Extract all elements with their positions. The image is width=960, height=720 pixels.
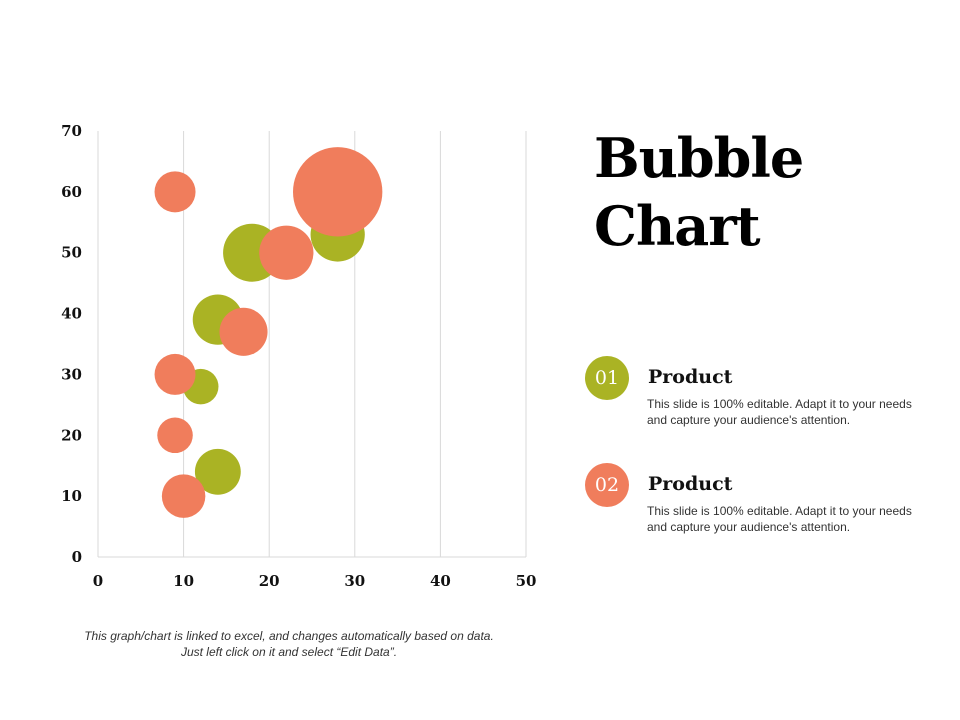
y-tick-label-5: 50: [61, 244, 82, 262]
x-tick-label-1: 10: [173, 572, 194, 590]
x-axis-ticks: 0 10 20 30 40 50: [93, 572, 537, 590]
chart-footnote: This graph/chart is linked to excel, and…: [40, 628, 538, 660]
bubble-s2-6: [157, 417, 193, 454]
legend-item-description-1: This slide is 100% editable. Adapt it to…: [647, 397, 912, 427]
bubble-s2-4: [219, 307, 268, 356]
legend-item-description-2: This slide is 100% editable. Adapt it to…: [647, 504, 912, 534]
legend-item-title-2: Product: [648, 473, 733, 495]
slide-title: Bubble Chart: [594, 124, 804, 260]
y-tick-label-3: 30: [61, 365, 82, 383]
bubble-layer: [154, 147, 383, 518]
x-tick-label-3: 30: [344, 572, 365, 590]
bubble-s2-2: [293, 147, 383, 237]
footnote-line-2: Just left click on it and select “Edit D…: [180, 645, 398, 659]
legend-item-title-1: Product: [648, 366, 733, 388]
slide-title-line-2: Chart: [594, 194, 761, 258]
y-tick-label-0: 0: [72, 548, 82, 566]
legend-badge-2: 02: [585, 463, 629, 507]
y-tick-label-2: 20: [61, 426, 82, 444]
slide-title-line-1: Bubble: [594, 126, 804, 190]
x-tick-label-0: 0: [93, 572, 103, 590]
footnote-line-1: This graph/chart is linked to excel, and…: [84, 629, 494, 643]
x-tick-label-4: 40: [430, 572, 451, 590]
bubble-s2-3: [259, 225, 314, 280]
y-tick-label-1: 10: [61, 487, 82, 505]
bubble-s1-5: [194, 448, 241, 495]
y-tick-label-4: 40: [61, 305, 82, 323]
legend-badge-1: 01: [585, 356, 629, 400]
bubble-chart: 0 10 20 30 40 50 0 10 20 30 40 50 60 70: [61, 122, 537, 590]
bubble-s2-5: [154, 353, 196, 395]
bubble-s2-1: [154, 171, 196, 213]
y-tick-label-6: 60: [61, 183, 82, 201]
x-tick-label-2: 20: [259, 572, 280, 590]
y-axis-ticks: 0 10 20 30 40 50 60 70: [61, 122, 82, 566]
bubble-s2-7: [161, 474, 206, 518]
y-tick-label-7: 70: [61, 122, 82, 140]
x-tick-label-5: 50: [516, 572, 537, 590]
